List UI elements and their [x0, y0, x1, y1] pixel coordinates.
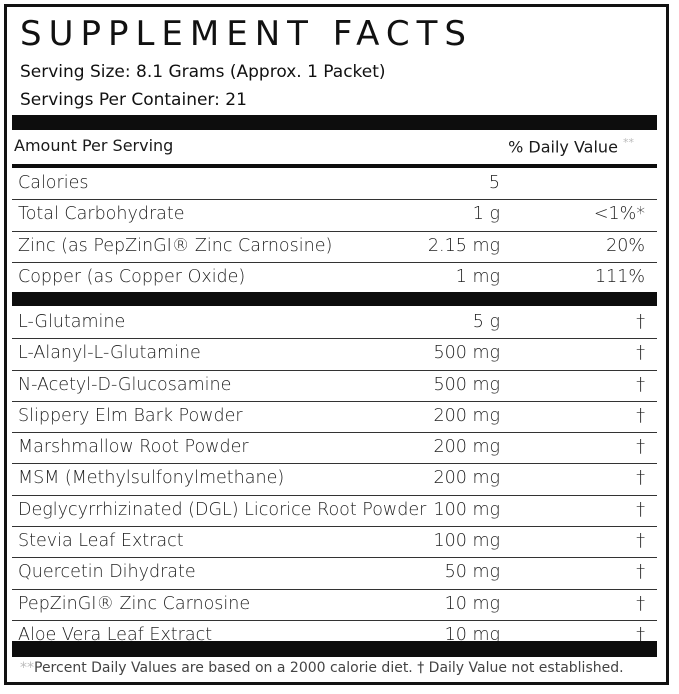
- thick-divider: [12, 292, 657, 306]
- daily-value-mark: **: [623, 136, 634, 149]
- nutrient-name: Copper (as Copper Oxide): [18, 266, 246, 287]
- daily-value: 111%: [594, 266, 645, 287]
- daily-value: †: [636, 624, 645, 645]
- table-row: Aloe Vera Leaf Extract 10 mg †: [12, 621, 657, 651]
- amount-value: 500 mg: [433, 343, 500, 364]
- amount-value: 5 g: [472, 312, 500, 332]
- footnote: **Percent Daily Values are based on a 20…: [20, 660, 624, 676]
- nutrient-name: Aloe Vera Leaf Extract: [18, 624, 213, 645]
- ingredient-table: L-Glutamine 5 g † L-Alanyl-L-Glutamine 500 m…: [12, 308, 657, 651]
- amount-value: 10 mg: [444, 624, 500, 645]
- table-row: Stevia Leaf Extract 100 mg †: [12, 527, 657, 559]
- serving-size: Serving Size: 8.1 Grams (Approx. 1 Packe…: [20, 62, 386, 82]
- thick-divider: [12, 641, 657, 657]
- nutrient-name: Total Carbohydrate: [18, 204, 185, 225]
- daily-value: <1%*: [593, 204, 645, 225]
- nutrient-name: Slippery Elm Bark Powder: [18, 405, 243, 426]
- divider: [12, 164, 657, 168]
- daily-value: †: [636, 437, 645, 458]
- table-row: N-Acetyl-D-Glucosamine 500 mg †: [12, 371, 657, 402]
- amount-value: 200 mg: [433, 437, 500, 458]
- amount-value: 50 mg: [444, 562, 500, 583]
- daily-value: †: [636, 593, 645, 614]
- footnote-text: Percent Daily Values are based on a 2000…: [34, 660, 624, 676]
- nutrient-name: MSM (Methylsulfonylmethane): [18, 468, 285, 489]
- nutrient-name: Marshmallow Root Powder: [18, 437, 249, 458]
- amount-value: 500 mg: [433, 374, 500, 395]
- amount-value: 2.15 mg: [427, 235, 500, 256]
- nutrient-name: Deglycyrrhizinated (DGL) Licorice Root P…: [18, 499, 427, 520]
- table-row: L-Alanyl-L-Glutamine 500 mg †: [12, 339, 657, 371]
- nutrient-name: Stevia Leaf Extract: [18, 531, 184, 552]
- daily-value: †: [636, 405, 645, 426]
- amount-value: 200 mg: [433, 405, 500, 426]
- daily-value: †: [636, 374, 645, 395]
- amount-value: 200 mg: [433, 468, 500, 489]
- table-row: Marshmallow Root Powder 200 mg †: [12, 433, 657, 465]
- daily-value: †: [636, 468, 645, 489]
- label-border: [4, 4, 669, 685]
- table-row: Deglycyrrhizinated (DGL) Licorice Root P…: [12, 496, 657, 528]
- column-header: Amount Per Serving % Daily Value **: [14, 136, 654, 160]
- nutrient-name: Quercetin Dihydrate: [18, 562, 196, 583]
- amount-value: 100 mg: [433, 531, 500, 552]
- nutrient-name: Zinc (as PepZinGI® Zinc Carnosine): [18, 235, 333, 256]
- table-row: Total Carbohydrate 1 g <1%*: [12, 200, 657, 232]
- table-row: Copper (as Copper Oxide) 1 mg 111%: [12, 263, 657, 293]
- nutrient-name: Calories: [18, 173, 89, 193]
- daily-value: 20%: [606, 235, 645, 256]
- amount-value: 100 mg: [433, 499, 500, 520]
- table-row: L-Glutamine 5 g †: [12, 308, 657, 340]
- daily-value: †: [636, 343, 645, 364]
- amount-per-serving-label: Amount Per Serving: [14, 136, 174, 155]
- servings-per-container: Servings Per Container: 21: [20, 90, 247, 110]
- thick-divider: [12, 115, 657, 130]
- table-row: Calories 5: [12, 169, 657, 201]
- nutrient-name: L-Glutamine: [18, 312, 126, 332]
- daily-value-label: % Daily Value: [508, 137, 618, 157]
- amount-value: 10 mg: [444, 593, 500, 614]
- table-row: Quercetin Dihydrate 50 mg †: [12, 558, 657, 590]
- footnote-mark: **: [20, 660, 34, 676]
- amount-value: 1 mg: [455, 266, 500, 287]
- amount-value: 5: [488, 173, 500, 193]
- table-row: PepZinGI® Zinc Carnosine 10 mg †: [12, 590, 657, 621]
- nutrient-name: PepZinGI® Zinc Carnosine: [18, 593, 251, 614]
- table-row: Slippery Elm Bark Powder 200 mg †: [12, 402, 657, 434]
- nutrient-name: N-Acetyl-D-Glucosamine: [18, 374, 232, 395]
- daily-value: †: [636, 499, 645, 520]
- nutrient-name: L-Alanyl-L-Glutamine: [18, 343, 201, 364]
- amount-value: 1 g: [472, 204, 500, 225]
- nutrient-table: Calories 5 Total Carbohydrate 1 g <1%* Zinc (…: [12, 169, 657, 293]
- daily-value: †: [636, 562, 645, 583]
- table-row: MSM (Methylsulfonylmethane) 200 mg †: [12, 464, 657, 496]
- table-row: Zinc (as PepZinGI® Zinc Carnosine) 2.15 m…: [12, 232, 657, 263]
- label-title: SUPPLEMENT FACTS: [20, 14, 473, 54]
- daily-value: †: [636, 531, 645, 552]
- daily-value: †: [636, 312, 645, 332]
